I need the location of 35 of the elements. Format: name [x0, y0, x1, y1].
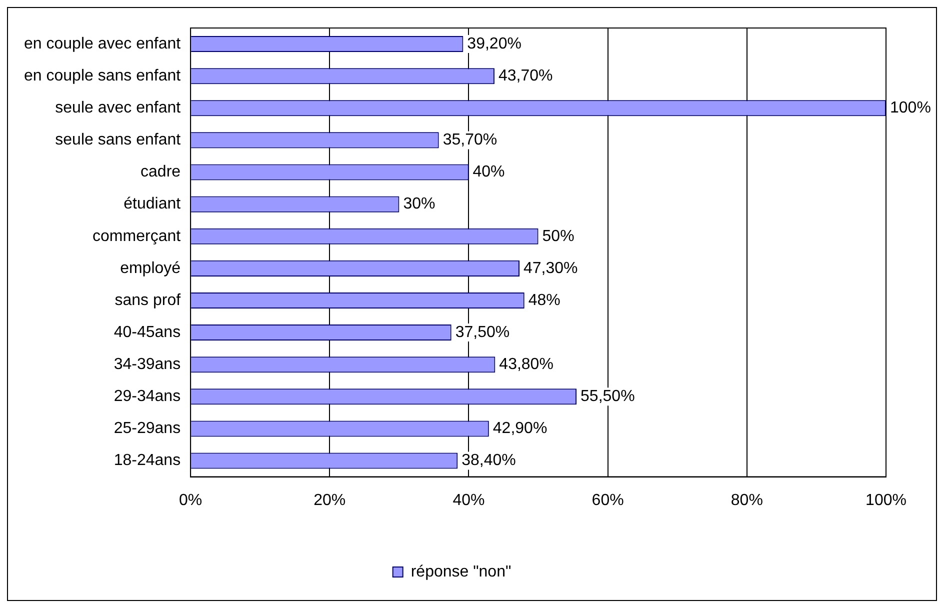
y-tick-label: en couple avec enfant — [24, 35, 182, 52]
data-label: 35,70% — [442, 132, 498, 149]
y-tick-label: cadre — [140, 164, 181, 181]
data-label: 37,50% — [455, 324, 510, 341]
y-tick-label: 18-24ans — [114, 452, 181, 470]
y-tick-label: seule avec enfant — [55, 100, 182, 117]
x-tick-label: 40% — [452, 492, 485, 509]
y-tick-label: en couple sans enfant — [24, 67, 182, 84]
data-label: 39,20% — [467, 35, 522, 52]
data-label: 40% — [472, 164, 505, 181]
y-tick-label: seule sans enfant — [55, 132, 182, 149]
x-tick-label: 20% — [314, 492, 346, 509]
legend-label: réponse "non" — [410, 563, 512, 580]
y-tick-label: 34-39ans — [114, 356, 181, 374]
y-tick-label: sans prof — [114, 292, 182, 309]
x-tick-label: 100% — [866, 492, 906, 509]
data-label: 42,90% — [492, 420, 548, 438]
y-tick-label: commerçant — [92, 228, 182, 245]
x-tick-label: 60% — [592, 492, 624, 509]
y-tick-label: employé — [120, 260, 181, 277]
data-label: 55,50% — [580, 388, 635, 406]
x-tick-label: 80% — [730, 492, 763, 509]
data-label: 100% — [890, 100, 931, 117]
data-label: 50% — [542, 228, 574, 245]
y-tick-label: étudiant — [124, 196, 182, 213]
y-tick-label: 25-29ans — [114, 420, 181, 438]
data-label: 43,70% — [498, 67, 553, 84]
y-tick-label: 29-34ans — [114, 388, 181, 406]
y-tick-label: 40-45ans — [114, 324, 181, 341]
data-label: 48% — [528, 292, 560, 309]
x-tick-label: 0% — [179, 492, 202, 509]
data-label: 47,30% — [524, 260, 578, 277]
data-label: 30% — [403, 196, 436, 213]
data-label: 38,40% — [462, 452, 516, 470]
data-label: 43,80% — [499, 356, 554, 374]
